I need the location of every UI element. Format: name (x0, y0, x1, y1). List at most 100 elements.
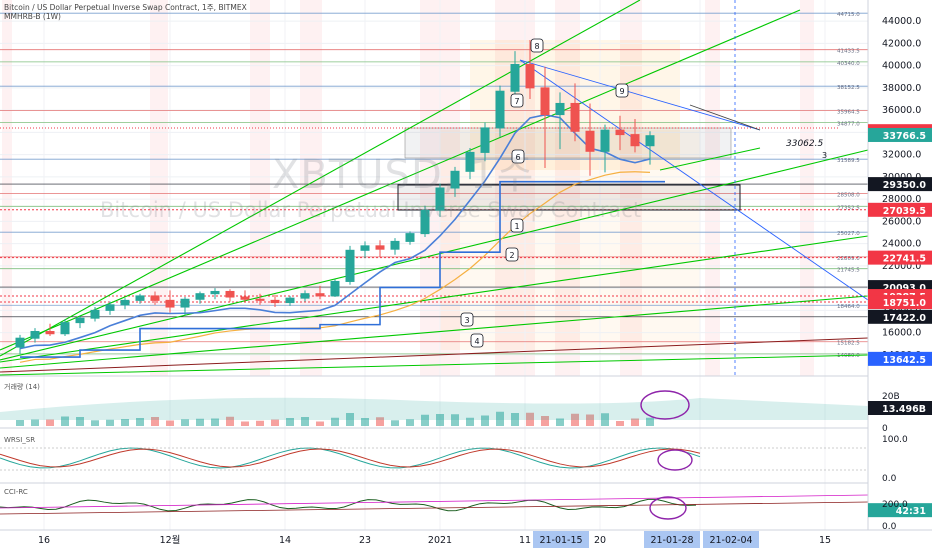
trend-line (689, 104, 761, 131)
candle-body (270, 299, 280, 304)
trend-line (0, 235, 869, 363)
price-tag-bg (868, 295, 932, 310)
volume-bar (331, 417, 339, 426)
panel-title-cci: CCI-RC (4, 488, 28, 496)
date-badge-label: 21-02-04 (709, 535, 752, 546)
volume-bar (166, 420, 174, 426)
volume-bar (571, 413, 579, 426)
price-tick-label: 36000.0 (882, 105, 921, 116)
time-tick-label: 20 (594, 535, 606, 546)
price-tag-label: 27039.5 (883, 206, 926, 217)
candle-body (645, 135, 655, 147)
trend-line (519, 59, 869, 301)
price-tick-label: 26000.0 (882, 216, 921, 227)
volume-zone-1 (150, 0, 168, 376)
trend-line (0, 0, 641, 357)
marker-label: 8 (534, 42, 539, 51)
volume-bar (271, 419, 279, 426)
price-tag-bg (868, 177, 932, 192)
wrsi-axis-label: 100.0 (882, 435, 908, 445)
candle-body (495, 90, 505, 129)
candle-body (600, 129, 610, 152)
candle-body (330, 280, 340, 297)
date-badge (703, 531, 759, 548)
volume-bar (286, 418, 294, 426)
volume-bar (151, 417, 159, 426)
date-badge-label: 21-01-28 (650, 535, 693, 546)
price-tag-bg (868, 503, 932, 518)
level-label: 18464.0 (837, 304, 860, 310)
time-tick-label: 14 (279, 535, 291, 546)
trend-line (519, 59, 761, 131)
volume-bar (196, 418, 204, 426)
trend-line (0, 354, 869, 376)
volume-bar (136, 418, 144, 426)
time-tick-label: 15 (819, 535, 831, 546)
level-label: 44715.0 (837, 12, 860, 18)
volume-bar (241, 421, 249, 426)
price-tag-label: 22741.5 (883, 254, 926, 265)
candle-body (585, 130, 595, 152)
volume-bar (211, 418, 219, 426)
volume-bar (556, 418, 564, 426)
volume-bar (46, 419, 54, 426)
cci-trend (0, 494, 869, 509)
price-tick-label: 38000.0 (882, 83, 921, 94)
volume-bar (61, 416, 69, 426)
candle-body (15, 337, 25, 348)
candle-body (525, 64, 535, 89)
marker-label: 6 (515, 153, 520, 162)
level-label: 15182.5 (837, 341, 860, 347)
price-tick-label: 44000.0 (882, 16, 921, 27)
chart-title: Bitcoin / US Dollar Perpetual Inverse Sw… (4, 3, 247, 12)
price-axis-bg (868, 0, 932, 530)
cci-axis-label: 0.0 (882, 522, 897, 532)
volume-bar (646, 417, 654, 426)
trend-line (0, 149, 869, 361)
volume-bar (631, 418, 639, 426)
candle-body (405, 233, 415, 242)
candle-body (285, 297, 295, 304)
price-tag-bg (868, 127, 932, 142)
price-tick-label: 32000.0 (882, 150, 921, 161)
candle-body (345, 249, 355, 282)
candle-body (510, 64, 520, 92)
candle-body (570, 102, 580, 132)
level-label: 38152.5 (837, 85, 860, 91)
candle-body (555, 102, 565, 116)
candle-body (180, 298, 190, 308)
drawing-circle (640, 390, 690, 420)
level-label: 21745.5 (837, 268, 860, 274)
marker-box (615, 83, 629, 98)
step-line (20, 180, 665, 358)
volume-zone-0 (2, 0, 12, 376)
volume-bar (91, 420, 99, 426)
volume-zone-2 (250, 0, 270, 376)
volume-bar (181, 419, 189, 426)
time-tick-label: 16 (38, 535, 50, 546)
candle-body (105, 304, 115, 311)
price-tick-label: 24000.0 (882, 239, 921, 250)
price-tick-label: 42000.0 (882, 38, 921, 49)
volume-bar (346, 413, 354, 426)
candle-body (615, 129, 625, 136)
candle-body (30, 331, 40, 339)
date-badge (533, 531, 589, 548)
count-note: 3 (822, 151, 827, 160)
volume-axis-label: 20B (882, 392, 900, 402)
price-tag-bg (868, 351, 932, 366)
marker-box (511, 149, 525, 164)
trend-line (0, 295, 869, 369)
price-tag-label: 20093.0 (883, 283, 927, 294)
level-label: 28508.0 (837, 192, 860, 198)
ma-slow (19, 171, 651, 363)
volume-bar (421, 414, 429, 426)
level-label: 40340.0 (837, 61, 860, 67)
cci-axis-label: 200.0 (882, 500, 908, 510)
marker-box (505, 247, 519, 262)
volume-bar (16, 420, 24, 426)
price-tag-bg (868, 202, 932, 217)
candle-body (375, 245, 385, 250)
